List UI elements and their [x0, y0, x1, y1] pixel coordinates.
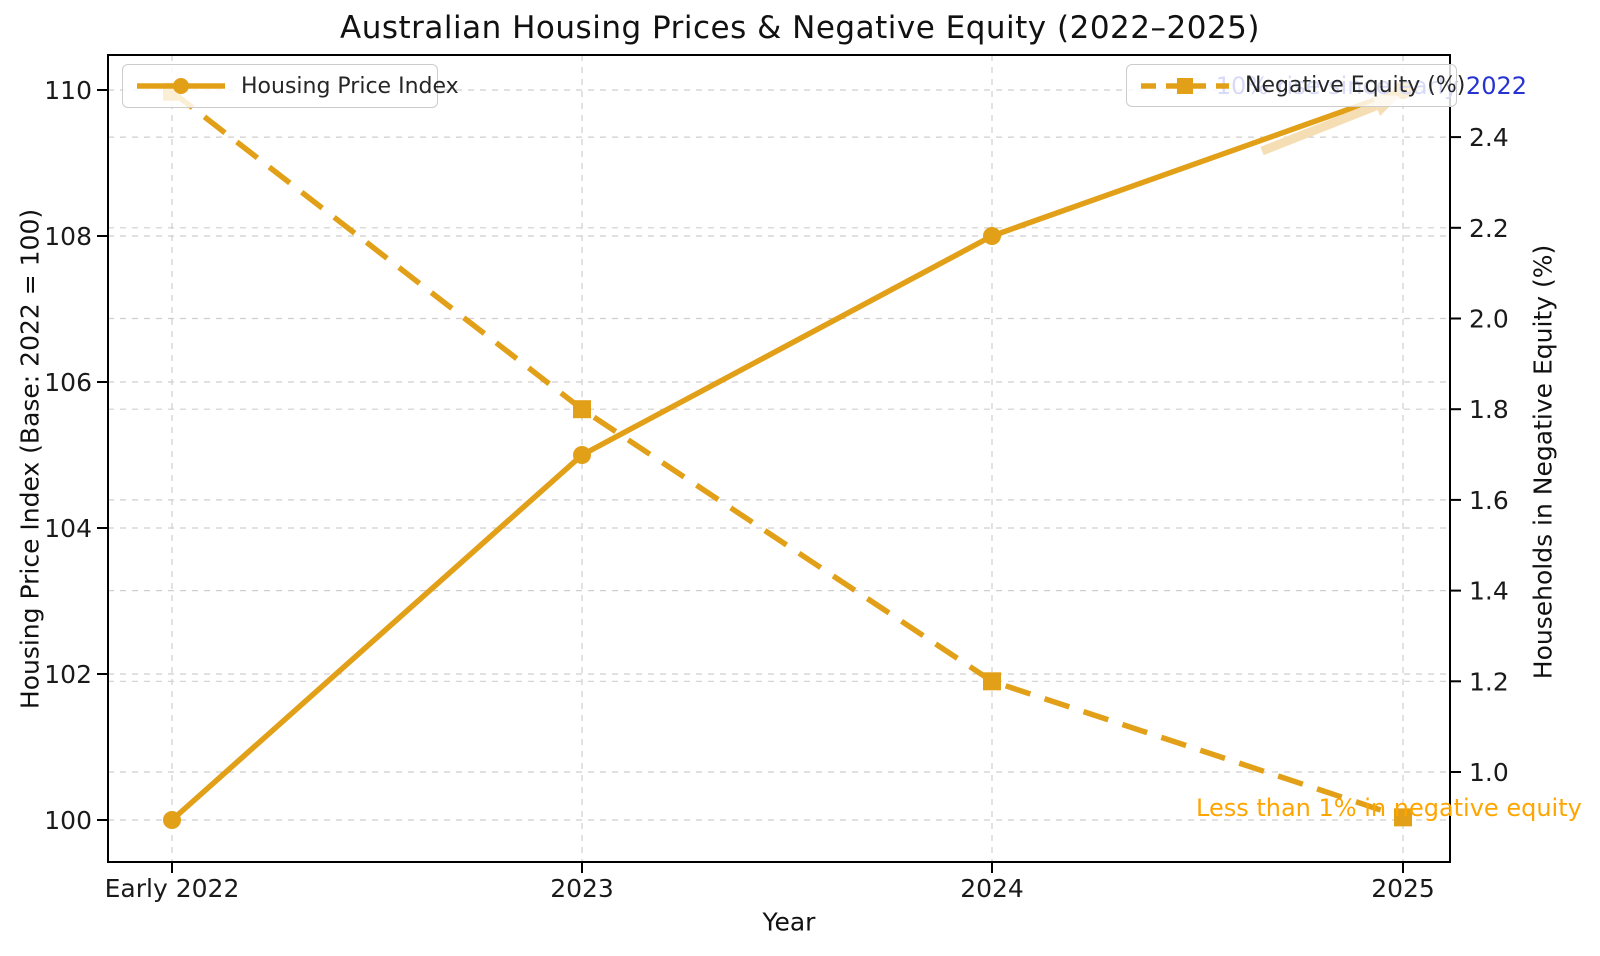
negative-equity-line: [170, 89, 1404, 820]
legend-sample-dashed-line-icon: [1141, 77, 1229, 94]
y-tick-label-left: 102: [44, 660, 92, 689]
housing-price-marker: [573, 446, 591, 464]
y-tick-label-right: 1.0: [1469, 758, 1509, 787]
negative-equity-marker: [573, 400, 591, 419]
x-axis-label: Year: [762, 907, 816, 937]
y-tick-label-left: 106: [44, 368, 92, 397]
y-tick-label-right: 1.4: [1469, 577, 1509, 606]
y-tick-label-right: 1.8: [1469, 395, 1509, 424]
y-tick-label-left: 100: [44, 806, 92, 835]
legend-label: Negative Equity (%): [1245, 73, 1466, 98]
y-tick-label-left: 104: [44, 514, 92, 543]
axes-spines: [107, 54, 1451, 863]
y-tick-label-right: 1.2: [1469, 667, 1509, 696]
legend-label: Housing Price Index: [241, 73, 459, 99]
negative-equity-marker: [1394, 808, 1412, 827]
annotation-negative-equity-text: Less than 1% in negative equity: [1196, 794, 1582, 822]
y-tick-label-left: 108: [44, 222, 92, 251]
housing-price-marker: [983, 227, 1001, 245]
y-tick-label-right: 2.2: [1469, 214, 1509, 243]
legend-housing-price-index: Housing Price Index: [122, 64, 459, 108]
y-tick-label-right: 1.6: [1469, 486, 1509, 515]
right-axis-label: Households in Negative Equity (%): [1528, 244, 1558, 680]
legend-sample-solid-line-icon: [137, 78, 225, 94]
y-tick-label-left: 110: [44, 76, 92, 105]
y-tick-label-right: 2.4: [1469, 123, 1509, 152]
left-axis-label: Housing Price Index (Base: 2022 = 100): [15, 208, 45, 710]
annotation-arrow-shaft: [1260, 101, 1378, 156]
legend-negative-equity: Negative Equity (%): [1126, 64, 1465, 107]
chart-title: Australian Housing Prices & Negative Equ…: [340, 10, 1260, 46]
housing-price-marker: [163, 811, 181, 829]
x-tick-label: Early 2022: [105, 874, 240, 903]
negative-equity-marker: [983, 672, 1001, 691]
x-tick-label: 2025: [1371, 874, 1435, 903]
y-tick-label-right: 2.0: [1469, 305, 1509, 334]
x-tick-label: 2024: [960, 874, 1024, 903]
x-tick-label: 2023: [550, 874, 614, 903]
housing-price-line: [170, 87, 1404, 823]
